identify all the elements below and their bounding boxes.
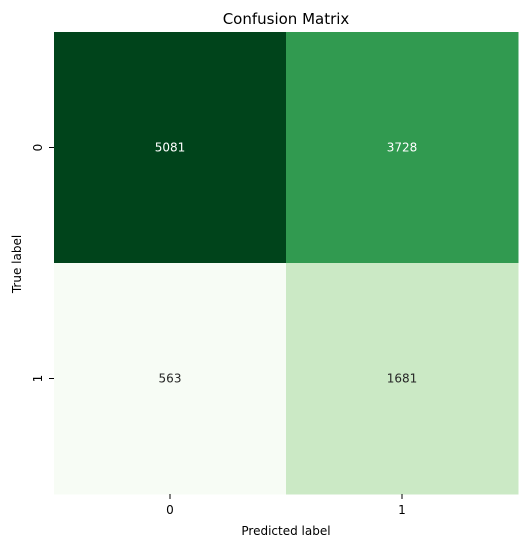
heatmap-cell-values: 5081 3728 563 1681 xyxy=(155,141,418,386)
x-tick-label-1: 1 xyxy=(398,503,406,517)
heatmap-cells xyxy=(54,32,519,495)
chart-title: Confusion Matrix xyxy=(223,10,350,28)
heatmap-cell-0-0 xyxy=(54,32,287,264)
cell-value-label-1-1: 1681 xyxy=(387,372,418,386)
heatmap-cell-1-1 xyxy=(286,263,519,495)
x-axis-label: Predicted label xyxy=(241,524,330,538)
y-axis-ticks: 01 xyxy=(31,144,54,383)
heatmap-cell-0-1 xyxy=(286,32,519,264)
cell-value-label-0-1: 3728 xyxy=(387,141,418,155)
y-tick-label-0: 0 xyxy=(31,144,45,152)
y-axis-label: True label xyxy=(10,235,24,294)
x-tick-label-0: 0 xyxy=(166,503,174,517)
cell-value-label-0-0: 5081 xyxy=(155,141,186,155)
cell-value-label-1-0: 563 xyxy=(159,372,182,386)
heatmap-cell-1-0 xyxy=(54,263,287,495)
y-tick-label-1: 1 xyxy=(31,375,45,383)
